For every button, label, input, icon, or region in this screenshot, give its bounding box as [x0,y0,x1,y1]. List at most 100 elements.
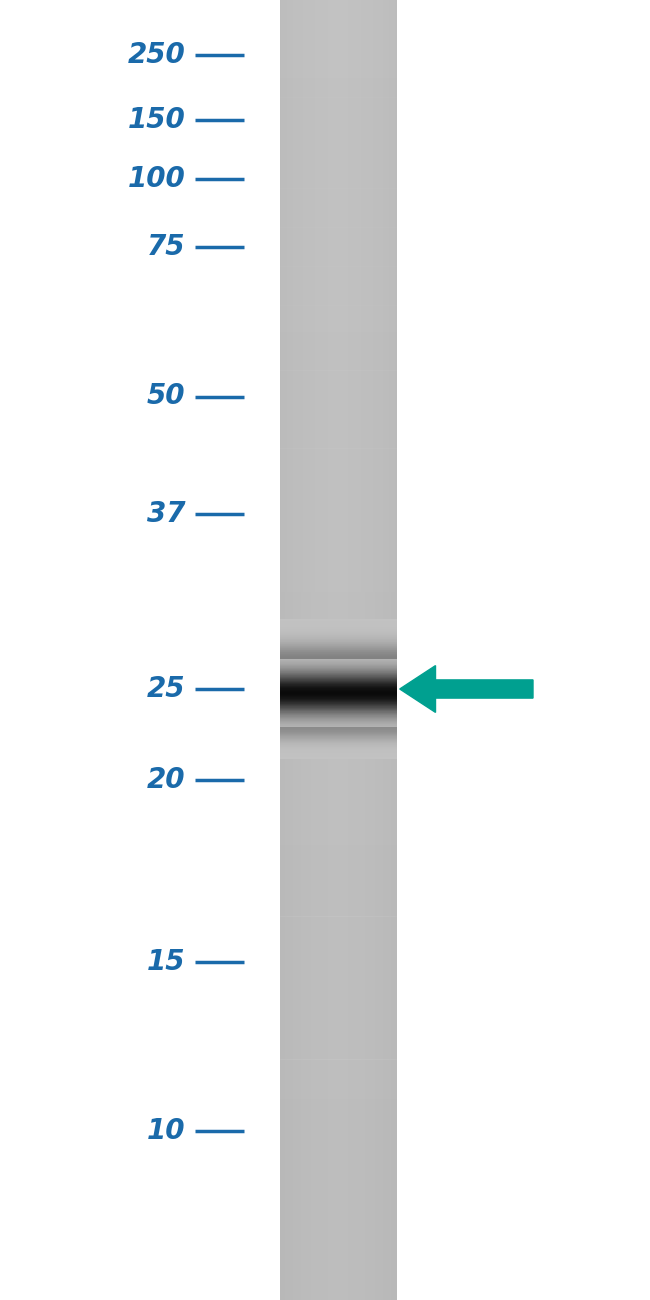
Bar [280,578,396,585]
Bar [280,936,396,942]
FancyArrow shape [400,666,533,712]
Bar [280,1222,396,1228]
Bar [280,930,396,936]
Bar [280,1034,396,1040]
Bar [280,559,396,566]
Bar [280,104,396,110]
Bar [320,0,322,1300]
Bar [280,214,396,221]
Text: 15: 15 [147,948,185,976]
Bar [280,650,396,656]
Bar [280,72,396,78]
Bar [280,32,396,39]
Bar [280,156,396,162]
Bar [280,611,396,618]
Bar [280,637,396,644]
Bar [301,0,303,1300]
Bar [359,0,361,1300]
Bar [280,956,396,962]
Bar [280,682,396,689]
Bar [280,592,396,598]
Bar [280,1131,396,1138]
Bar [330,0,332,1300]
Bar [280,474,396,481]
Bar [280,858,396,864]
Bar [280,130,396,136]
Bar [280,910,396,916]
Bar [280,1209,396,1216]
Bar [280,722,396,728]
Bar [280,1027,396,1034]
Bar [280,377,396,384]
Bar [280,494,396,500]
Bar [280,819,396,826]
Bar [280,111,396,117]
Text: 50: 50 [147,382,185,411]
Bar [377,0,379,1300]
Bar [280,1112,396,1118]
Bar [280,169,396,176]
Bar [280,696,396,702]
Bar [363,0,365,1300]
Bar [344,0,346,1300]
Bar [280,1092,396,1098]
Bar [280,656,396,663]
Bar [299,0,301,1300]
Bar [280,618,396,624]
Bar [280,676,396,682]
Bar [280,663,396,670]
Bar [280,455,396,461]
Bar [280,1274,396,1280]
Bar [280,1176,396,1183]
Bar [356,0,358,1300]
Bar [280,734,396,741]
Text: 150: 150 [127,105,185,134]
Bar [375,0,377,1300]
Text: 37: 37 [147,499,185,528]
Bar [389,0,391,1300]
Bar [371,0,373,1300]
Bar [280,826,396,832]
Bar [280,923,396,930]
Bar [280,234,396,240]
Bar [332,0,334,1300]
Bar [293,0,295,1300]
Bar [280,962,396,968]
Bar [280,1124,396,1131]
Bar [379,0,381,1300]
Bar [280,585,396,592]
Bar [280,98,396,104]
Bar [280,1157,396,1164]
Bar [280,1014,396,1020]
Bar [280,1261,396,1268]
Bar [361,0,363,1300]
Bar [352,0,354,1300]
Bar [280,351,396,358]
Bar [280,708,396,715]
Bar [280,624,396,630]
Bar [280,240,396,247]
Bar [280,942,396,949]
Bar [326,0,328,1300]
Bar [328,0,330,1300]
Bar [280,358,396,364]
Bar [280,1079,396,1086]
Bar [346,0,348,1300]
Bar [280,1242,396,1248]
Bar [280,1001,396,1008]
Bar [280,39,396,46]
Bar [280,916,396,923]
Bar [367,0,369,1300]
Bar [280,832,396,838]
Bar [280,540,396,546]
Bar [295,0,297,1300]
Bar [387,0,389,1300]
Bar [280,26,396,32]
Bar [348,0,350,1300]
Bar [358,0,359,1300]
Bar [280,514,396,520]
Bar [280,507,396,514]
Bar [280,598,396,604]
Bar [280,1138,396,1144]
Bar [395,0,396,1300]
